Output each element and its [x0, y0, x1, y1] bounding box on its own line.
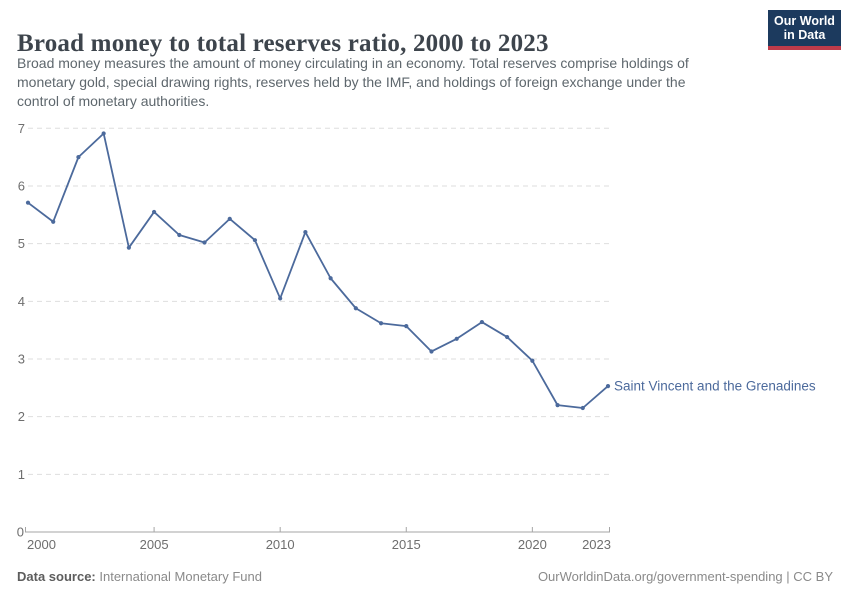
x-axis-tick-label: 2020 — [518, 537, 547, 552]
data-point — [252, 238, 258, 243]
data-point — [202, 240, 207, 245]
data-point — [303, 230, 308, 235]
y-axis-tick-label: 0 — [17, 525, 24, 540]
chart-title: Broad money to total reserves ratio, 200… — [17, 29, 549, 57]
license-note: OurWorldinData.org/government-spending |… — [537, 569, 833, 584]
data-point — [580, 405, 585, 411]
data-point — [353, 306, 358, 311]
subtitle-line: Broad money measures the amount of money… — [17, 55, 689, 71]
data-point — [227, 216, 232, 221]
owid-logo-line2: in Data — [783, 28, 826, 42]
y-axis-tick-label: 6 — [18, 178, 25, 193]
x-axis-tick-label: 2010 — [266, 537, 295, 552]
data-point — [479, 319, 485, 325]
y-axis-tick-label: 5 — [18, 236, 25, 251]
subtitle-line: control of monetary authorities. — [17, 93, 210, 109]
y-axis-tick-label: 1 — [18, 467, 25, 482]
chart-footer: Data source: International Monetary Fund… — [17, 569, 833, 584]
y-axis-tick-label: 4 — [18, 294, 25, 309]
x-axis-tick-label: 2023 — [582, 537, 611, 552]
data-source-label: Data source: — [17, 569, 96, 584]
data-point — [177, 232, 182, 238]
subtitle-line: monetary gold, special drawing rights, r… — [17, 74, 686, 90]
y-axis-tick-label: 3 — [18, 351, 25, 366]
data-point — [429, 349, 434, 354]
data-point — [530, 358, 535, 363]
y-axis-tick-label: 2 — [18, 409, 25, 424]
data-point — [378, 321, 384, 326]
data-point — [51, 219, 56, 224]
data-point — [328, 276, 333, 281]
x-axis-tick-label: 2005 — [140, 537, 169, 552]
data-source-value: International Monetary Fund — [95, 569, 262, 584]
data-point — [505, 334, 510, 340]
series-line — [27, 132, 609, 409]
owid-logo-line1: Our World — [774, 14, 835, 28]
data-point — [605, 383, 611, 389]
data-point — [101, 131, 106, 136]
entity-label: Saint Vincent and the Grenadines — [614, 379, 816, 394]
x-axis-tick-label: 2015 — [392, 537, 421, 552]
data-source: Data source: International Monetary Fund — [17, 569, 262, 584]
owid-logo: Our World in Data — [768, 10, 841, 50]
data-point — [278, 296, 283, 301]
data-point — [454, 336, 459, 341]
data-point — [151, 209, 157, 215]
chart-subtitle: Broad money measures the amount of money… — [17, 54, 797, 111]
x-axis-tick-label: 2000 — [27, 537, 56, 552]
data-point — [25, 200, 31, 205]
data-point — [404, 324, 409, 329]
data-point — [126, 245, 131, 250]
y-axis-tick-label: 7 — [18, 121, 25, 136]
data-point — [76, 155, 81, 160]
data-point — [555, 403, 560, 408]
